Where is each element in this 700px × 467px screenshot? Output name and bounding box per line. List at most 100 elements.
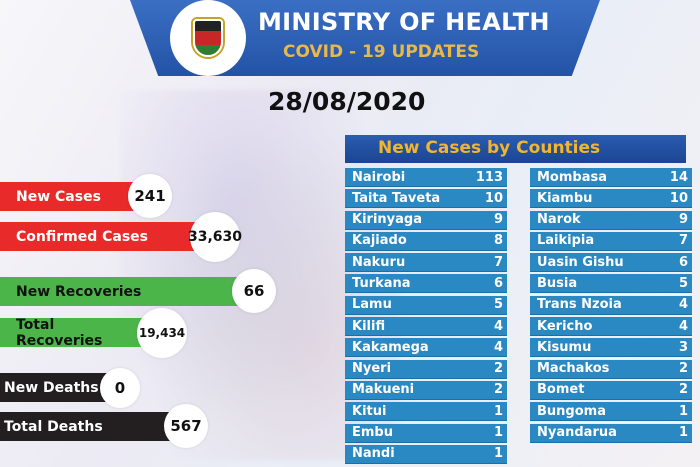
county-row: Machakos 2 <box>530 359 692 379</box>
page-subtitle: COVID - 19 UPDATES <box>283 42 480 62</box>
stat-value: 241 <box>128 174 172 218</box>
county-row: Narok 9 <box>530 210 692 230</box>
county-name: Makueni <box>352 382 415 398</box>
county-cases: 8 <box>493 233 503 249</box>
county-cases: 5 <box>678 275 688 291</box>
county-row: Taita Taveta 10 <box>345 189 507 209</box>
county-name: Laikipia <box>537 233 595 249</box>
county-name: Narok <box>537 212 581 228</box>
county-cases: 7 <box>678 233 688 249</box>
county-name: Trans Nzoia <box>537 297 622 313</box>
stat-label: New Cases <box>16 188 101 205</box>
counties-right-column: Mombasa 14 Kiambu 10 Narok 9 Laikipia 7 Uasin Gi… <box>530 168 692 445</box>
county-cases: 2 <box>678 361 688 377</box>
county-cases: 113 <box>475 169 503 185</box>
county-name: Nairobi <box>352 169 406 185</box>
shield-icon <box>193 19 223 57</box>
county-name: Kiambu <box>537 190 593 206</box>
county-name: Bungoma <box>537 403 606 419</box>
county-row: Kirinyaga 9 <box>345 210 507 230</box>
county-row: Nairobi 113 <box>345 168 507 187</box>
stat-bar-total-recoveries: Total Recoveries <box>0 316 142 349</box>
county-row: Embu 1 <box>345 423 507 443</box>
county-cases: 9 <box>678 212 688 228</box>
stat-label: Total Recoveries <box>16 316 103 349</box>
county-name: Nyeri <box>352 361 392 377</box>
county-name: Kirinyaga <box>352 212 422 228</box>
stat-label: Total Deaths <box>4 418 103 435</box>
stat-bar-new-deaths: New Deaths <box>0 373 108 402</box>
county-name: Bomet <box>537 382 585 398</box>
coat-of-arms-logo <box>170 0 246 76</box>
stat-value: 567 <box>164 404 208 448</box>
stat-value: 0 <box>100 368 140 408</box>
county-row: Busia 5 <box>530 274 692 294</box>
stat-label: New Recoveries <box>16 283 142 300</box>
county-cases: 1 <box>493 425 503 441</box>
county-row: Mombasa 14 <box>530 168 692 187</box>
county-name: Kakamega <box>352 339 429 355</box>
county-cases: 4 <box>493 318 503 334</box>
county-row: Kilifi 4 <box>345 317 507 337</box>
county-cases: 2 <box>493 382 503 398</box>
counties-left-column: Nairobi 113 Taita Taveta 10 Kirinyaga 9 Kajiad… <box>345 168 507 466</box>
county-cases: 1 <box>493 403 503 419</box>
county-row: Kakamega 4 <box>345 338 507 358</box>
county-row: Uasin Gishu 6 <box>530 253 692 273</box>
stat-bar-new-recoveries: New Recoveries <box>0 277 240 306</box>
county-cases: 1 <box>493 446 503 462</box>
county-name: Lamu <box>352 297 392 313</box>
county-name: Kericho <box>537 318 593 334</box>
county-cases: 1 <box>678 403 688 419</box>
county-name: Uasin Gishu <box>537 254 624 270</box>
page-title: MINISTRY OF HEALTH <box>258 8 550 36</box>
county-row: Nyeri 2 <box>345 359 507 379</box>
county-name: Machakos <box>537 361 610 377</box>
county-name: Nandi <box>352 446 395 462</box>
county-cases: 10 <box>669 190 688 206</box>
county-cases: 2 <box>493 361 503 377</box>
county-row: Makueni 2 <box>345 380 507 400</box>
county-name: Turkana <box>352 275 411 291</box>
county-name: Kisumu <box>537 339 592 355</box>
county-cases: 3 <box>678 339 688 355</box>
county-name: Kitui <box>352 403 387 419</box>
county-row: Lamu 5 <box>345 295 507 315</box>
county-cases: 2 <box>678 382 688 398</box>
stat-bar-total-deaths: Total Deaths <box>0 412 170 441</box>
stat-value: 19,434 <box>137 308 187 358</box>
stat-label: Confirmed Cases <box>16 228 149 245</box>
county-cases: 5 <box>493 297 503 313</box>
stat-bar-new-cases: New Cases <box>0 182 135 211</box>
county-name: Kajiado <box>352 233 407 249</box>
county-row: Bomet 2 <box>530 380 692 400</box>
county-name: Nyandarua <box>537 425 617 441</box>
county-cases: 10 <box>484 190 503 206</box>
county-cases: 6 <box>493 275 503 291</box>
county-cases: 4 <box>678 297 688 313</box>
county-row: Kajiado 8 <box>345 231 507 251</box>
stat-value: 66 <box>232 269 276 313</box>
county-row: Laikipia 7 <box>530 231 692 251</box>
county-name: Mombasa <box>537 169 608 185</box>
county-row: Kiambu 10 <box>530 189 692 209</box>
county-cases: 4 <box>493 339 503 355</box>
counties-title: New Cases by Counties <box>345 135 686 163</box>
county-row: Kisumu 3 <box>530 338 692 358</box>
county-cases: 14 <box>669 169 688 185</box>
county-cases: 4 <box>678 318 688 334</box>
county-cases: 1 <box>678 425 688 441</box>
county-cases: 7 <box>493 254 503 270</box>
county-row: Turkana 6 <box>345 274 507 294</box>
county-name: Nakuru <box>352 254 406 270</box>
county-row: Nyandarua 1 <box>530 423 692 443</box>
county-row: Trans Nzoia 4 <box>530 295 692 315</box>
stat-bar-confirmed-cases: Confirmed Cases <box>0 222 195 251</box>
county-cases: 6 <box>678 254 688 270</box>
stat-value: 33,630 <box>188 212 242 262</box>
county-name: Taita Taveta <box>352 190 441 206</box>
county-cases: 9 <box>493 212 503 228</box>
county-row: Kericho 4 <box>530 317 692 337</box>
report-date: 28/08/2020 <box>268 87 426 116</box>
county-row: Bungoma 1 <box>530 402 692 422</box>
